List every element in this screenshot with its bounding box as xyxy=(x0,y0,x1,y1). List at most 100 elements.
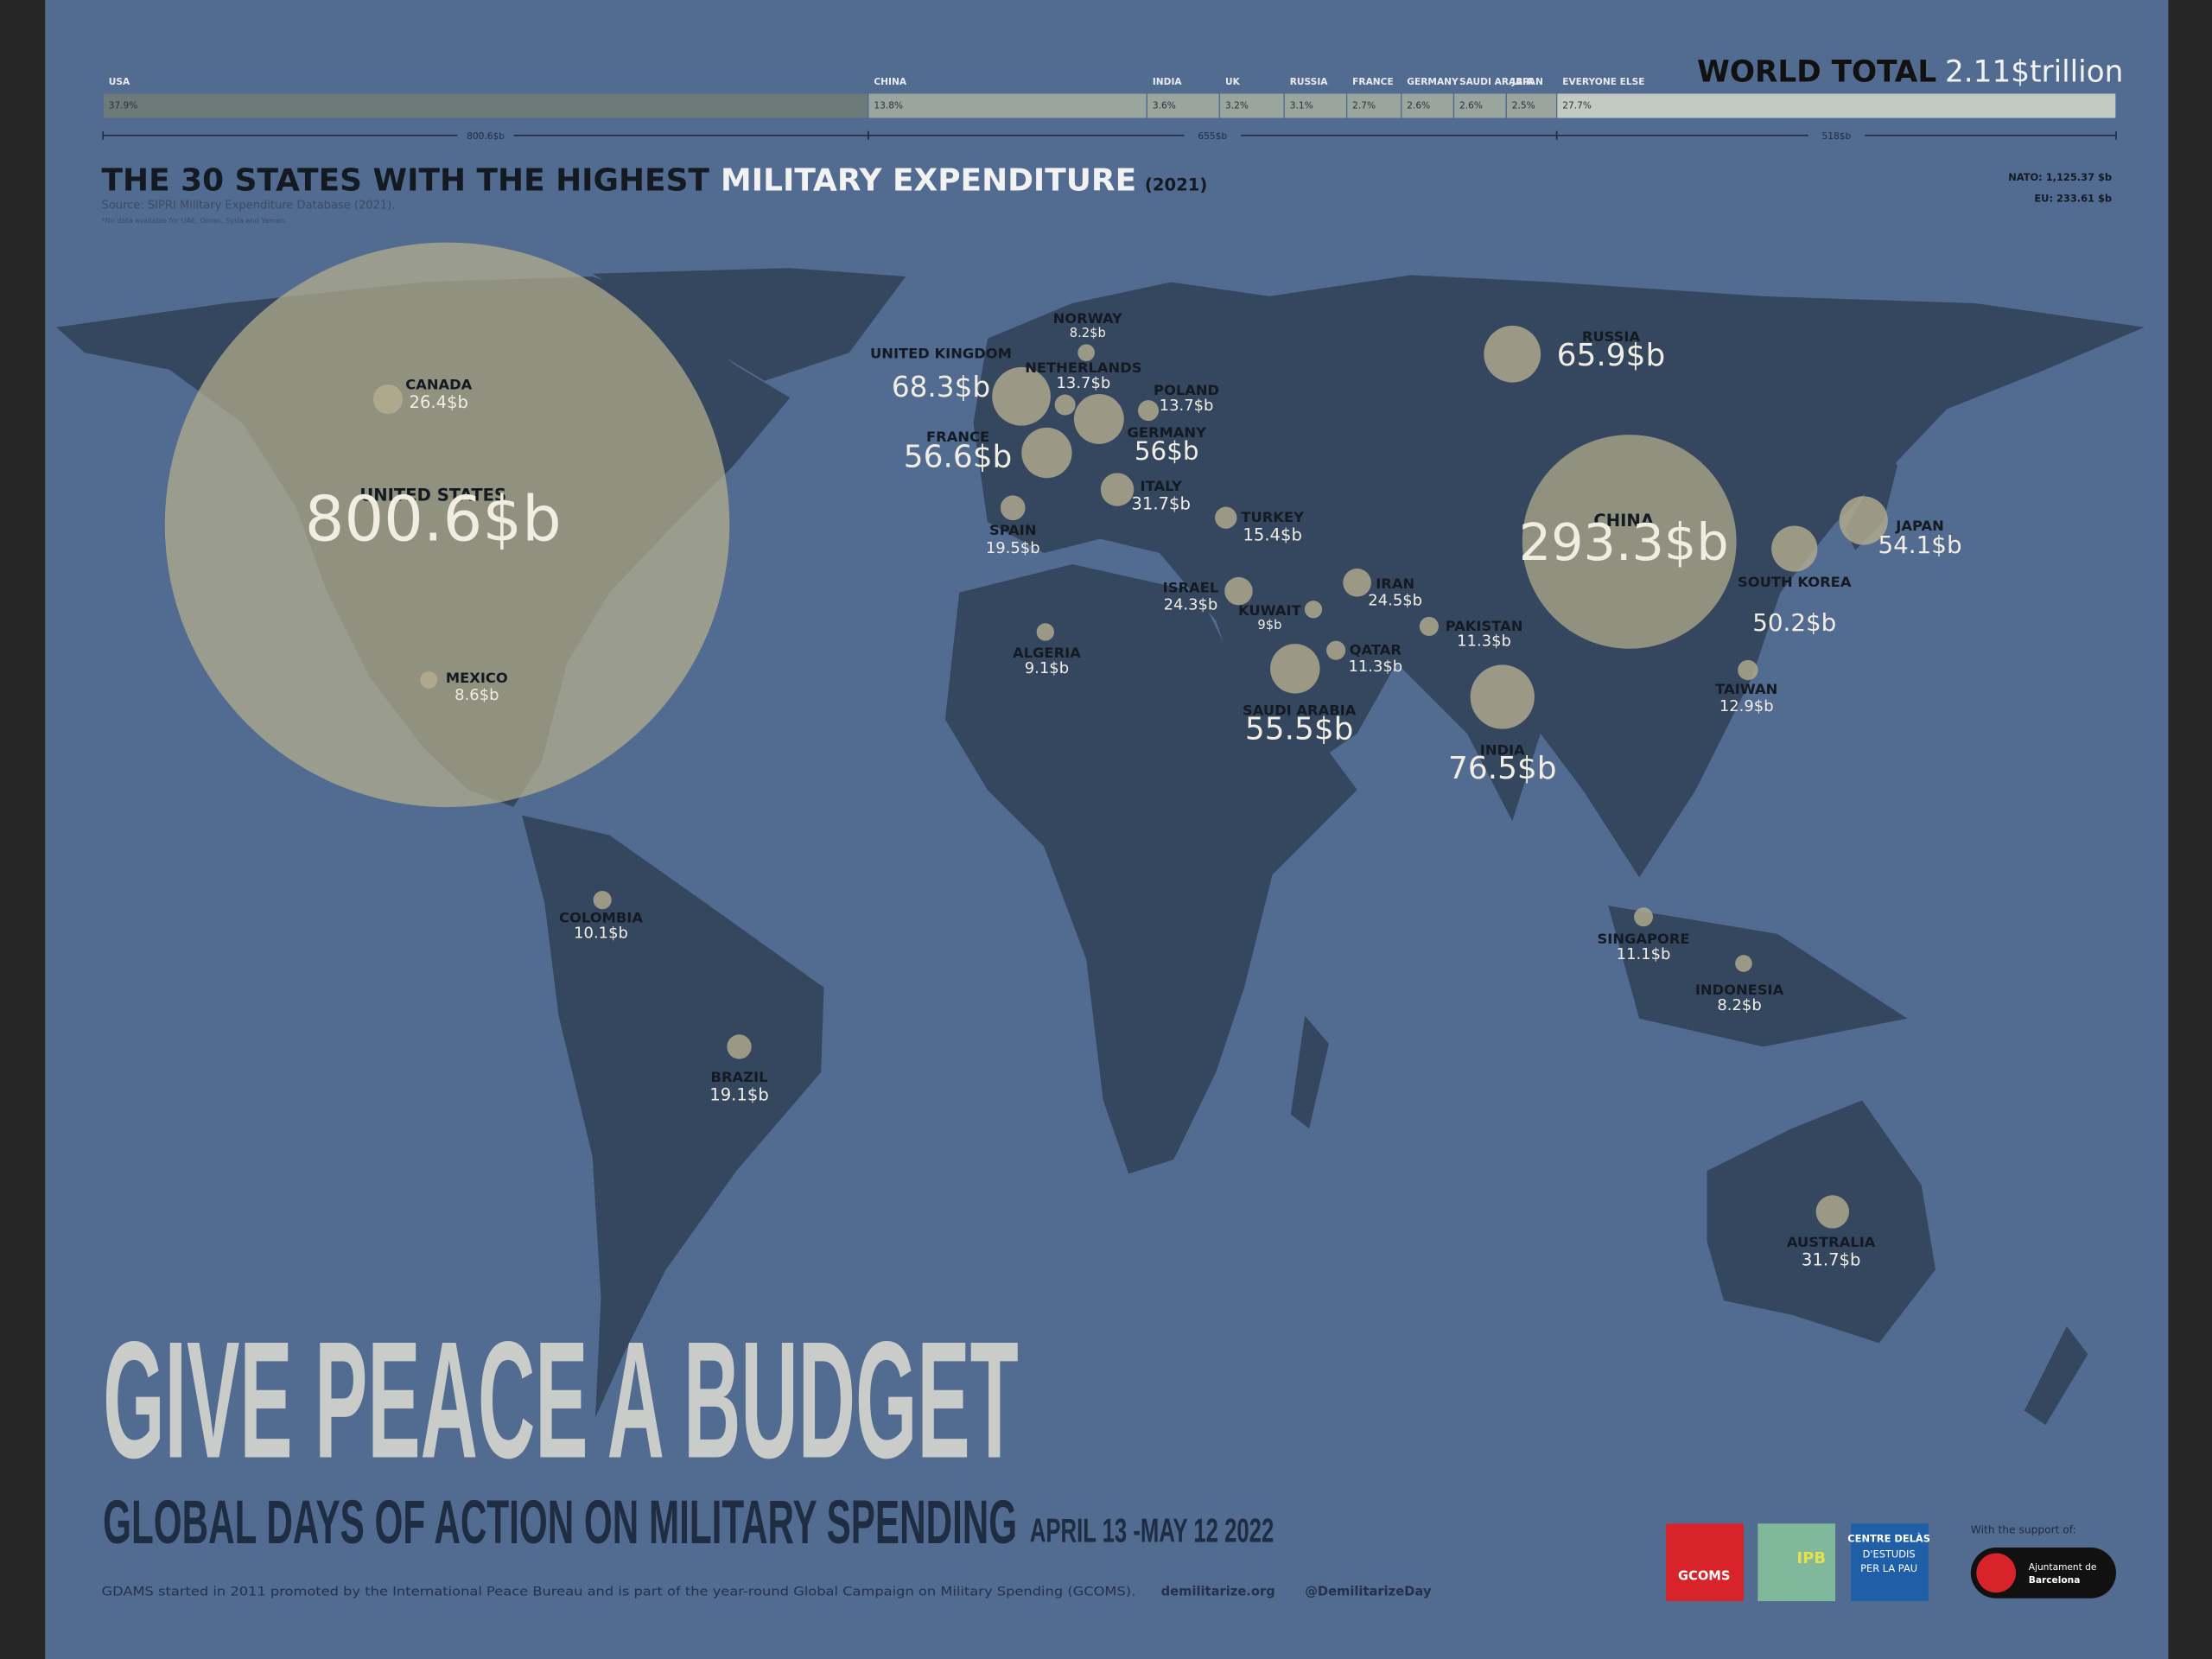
bubble xyxy=(1839,496,1888,545)
state-name: SOUTH KOREA xyxy=(1738,574,1852,590)
state-name: FRANCE xyxy=(926,429,989,445)
bubble xyxy=(1224,576,1253,606)
state-value: 9$b xyxy=(1257,618,1281,632)
new-zealand xyxy=(2024,1325,2088,1425)
state-name: POLAND xyxy=(1154,382,1219,398)
state-value: 19.1$b xyxy=(709,1084,768,1104)
bubble xyxy=(1484,325,1541,383)
maritime-southeast-asia xyxy=(1608,906,1908,1047)
span-label: 800.6$b xyxy=(467,130,505,142)
dates: APRIL 13 -MAY 12 2022 xyxy=(1030,1512,1274,1549)
share-name: UK xyxy=(1225,76,1241,87)
state-name: INDONESIA xyxy=(1695,982,1784,998)
share-segment xyxy=(1401,92,1455,119)
world-total-label: WORLD TOTAL xyxy=(1697,55,1936,90)
bubble xyxy=(1000,495,1026,521)
bubble xyxy=(1419,616,1439,636)
state-value: 31.7$b xyxy=(1131,493,1190,513)
bubble xyxy=(593,891,612,910)
share-label: 2.7% xyxy=(1352,100,1376,111)
share-label: 2.6% xyxy=(1407,100,1430,111)
state-name: SAUDI ARABIA xyxy=(1243,702,1357,719)
share-bar: USA 37.9% CHINA 13.8% INDIA 3.6% UK 3.2% RUSSIA 3… xyxy=(102,76,2117,142)
share-name: SAUDI ARABIA xyxy=(1459,76,1534,87)
state-value: 13.7$b xyxy=(1057,374,1111,392)
state-name: QATAR xyxy=(1350,642,1402,658)
share-label: 2.5% xyxy=(1512,100,1535,111)
state-name: KUWAIT xyxy=(1238,602,1302,619)
website: demilitarize.org xyxy=(1161,1585,1275,1599)
share-name: CHINA xyxy=(874,76,906,87)
state-value: 11.3$b xyxy=(1348,658,1402,676)
state-name: SPAIN xyxy=(989,522,1037,538)
share-label: 27.7% xyxy=(1562,100,1592,111)
state-value: 24.5$b xyxy=(1368,591,1422,609)
state-value: 15.4$b xyxy=(1243,524,1301,544)
state-name: UNITED STATES xyxy=(359,486,506,505)
state-value: 50.2$b xyxy=(1752,608,1836,637)
share-name: INDIA xyxy=(1153,76,1183,87)
share-label: 3.1% xyxy=(1290,100,1313,111)
state-name: BRAZIL xyxy=(711,1069,768,1085)
bubble xyxy=(1054,394,1076,416)
state-value: 10.1$b xyxy=(574,925,628,943)
span-label-bg xyxy=(457,130,514,142)
state-name: AUSTRALIA xyxy=(1787,1234,1876,1250)
bubble xyxy=(164,242,730,808)
source: Source: SIPRI Military Expenditure Datab… xyxy=(102,200,396,213)
bubble xyxy=(1137,400,1159,422)
state-name: ALGERIA xyxy=(1013,645,1081,661)
state-value: 55.5$b xyxy=(1245,712,1354,747)
state-value: 11.1$b xyxy=(1617,945,1671,963)
state-name: ISRAEL xyxy=(1163,580,1219,596)
state-name: ITALY xyxy=(1141,478,1182,494)
bubble xyxy=(1036,623,1054,641)
state-name: CANADA xyxy=(405,377,472,393)
state-name: GERMANY xyxy=(1127,424,1206,441)
title: THE 30 STATES WITH THE HIGHEST MILITARY E… xyxy=(102,162,1208,198)
delas-text-2: D'ESTUDIS xyxy=(1863,1548,1916,1560)
title-dark: THE 30 STATES WITH THE HIGHEST xyxy=(102,162,710,198)
bubble xyxy=(1522,435,1737,649)
delas-text-3: PER LA PAU xyxy=(1860,1562,1917,1574)
share-label: 37.9% xyxy=(109,100,138,111)
state-value: 8.2$b xyxy=(1070,326,1106,340)
support-text: With the support of: xyxy=(1971,1524,2076,1536)
span-label: 518$b xyxy=(1821,130,1851,142)
state-value: 8.2$b xyxy=(1717,996,1761,1014)
bubble xyxy=(727,1034,752,1059)
bubble xyxy=(1735,955,1752,972)
greenland xyxy=(592,268,906,381)
span-label-bg xyxy=(1184,130,1241,142)
state-name: COLOMBIA xyxy=(559,910,643,926)
bubble xyxy=(1100,473,1135,506)
share-segment xyxy=(1505,92,1558,119)
nato-total: NATO: 1,125.37 $b xyxy=(2008,171,2112,183)
share-label: 2.6% xyxy=(1459,100,1483,111)
bubble xyxy=(1343,568,1371,597)
barcelona-text-2: Barcelona xyxy=(2029,1574,2081,1586)
state-name: MEXICO xyxy=(446,670,508,686)
state-value: 56.6$b xyxy=(904,439,1013,474)
share-name: EVERYONE ELSE xyxy=(1562,76,1644,87)
bubble xyxy=(1270,644,1320,694)
state-value: 293.3$b xyxy=(1519,512,1729,572)
share-segment xyxy=(868,92,1147,119)
bubble xyxy=(1077,344,1095,361)
state-value: 12.9$b xyxy=(1719,697,1774,715)
handle: @DemilitarizeDay xyxy=(1305,1585,1432,1599)
headline: GIVE PEACE A BUDGET xyxy=(103,1307,1019,1493)
barcelona-text-1: Ajuntament de xyxy=(2029,1561,2097,1573)
state-name: INDIA xyxy=(1480,741,1525,758)
share-label: 3.2% xyxy=(1225,100,1249,111)
share-label: 3.6% xyxy=(1153,100,1176,111)
state-name: UNITED KINGDOM xyxy=(870,346,1012,362)
state-name: PAKISTAN xyxy=(1446,618,1523,634)
span-label: 655$b xyxy=(1198,130,1227,142)
note: *No data available for UAE, Oman, Syria … xyxy=(102,216,287,225)
world-total: WORLD TOTAL 2.11$trillion xyxy=(1697,55,2123,90)
gcoms-logo xyxy=(1666,1523,1744,1602)
state-value: 9.1$b xyxy=(1025,659,1069,677)
